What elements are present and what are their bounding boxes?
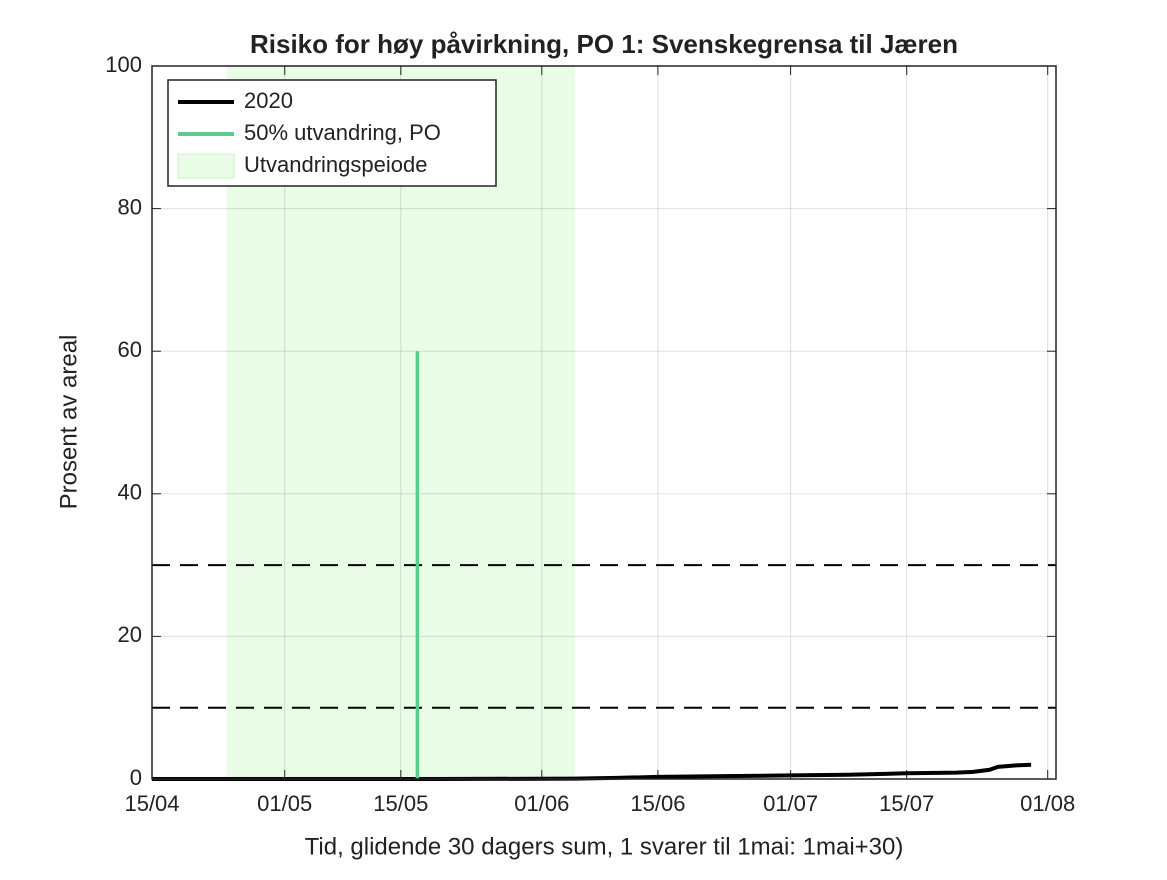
x-tick-label: 15/06 xyxy=(630,791,685,816)
x-tick-label: 15/05 xyxy=(373,791,428,816)
y-tick-label: 80 xyxy=(118,194,142,219)
y-tick-label: 60 xyxy=(118,337,142,362)
x-axis-label: Tid, glidende 30 dagers sum, 1 svarer ti… xyxy=(305,833,904,860)
x-tick-label: 01/05 xyxy=(257,791,312,816)
legend-label: 50% utvandring, PO xyxy=(244,120,441,145)
legend-label: 2020 xyxy=(244,88,293,113)
y-axis-label: Prosent av areal xyxy=(55,335,82,510)
x-tick-label: 15/07 xyxy=(879,791,934,816)
legend-label: Utvandringspeiode xyxy=(244,152,427,177)
chart-title: Risiko for høy påvirkning, PO 1: Svenske… xyxy=(250,29,958,59)
x-tick-label: 01/06 xyxy=(514,791,569,816)
y-tick-label: 0 xyxy=(130,765,142,790)
legend-swatch xyxy=(177,153,235,179)
y-tick-label: 100 xyxy=(105,52,142,77)
y-tick-label: 20 xyxy=(118,622,142,647)
axes-box xyxy=(151,65,1057,780)
x-tick-label: 01/08 xyxy=(1020,791,1075,816)
x-tick-label: 01/07 xyxy=(763,791,818,816)
x-tick-label: 15/04 xyxy=(124,791,179,816)
y-tick-label: 40 xyxy=(118,480,142,505)
